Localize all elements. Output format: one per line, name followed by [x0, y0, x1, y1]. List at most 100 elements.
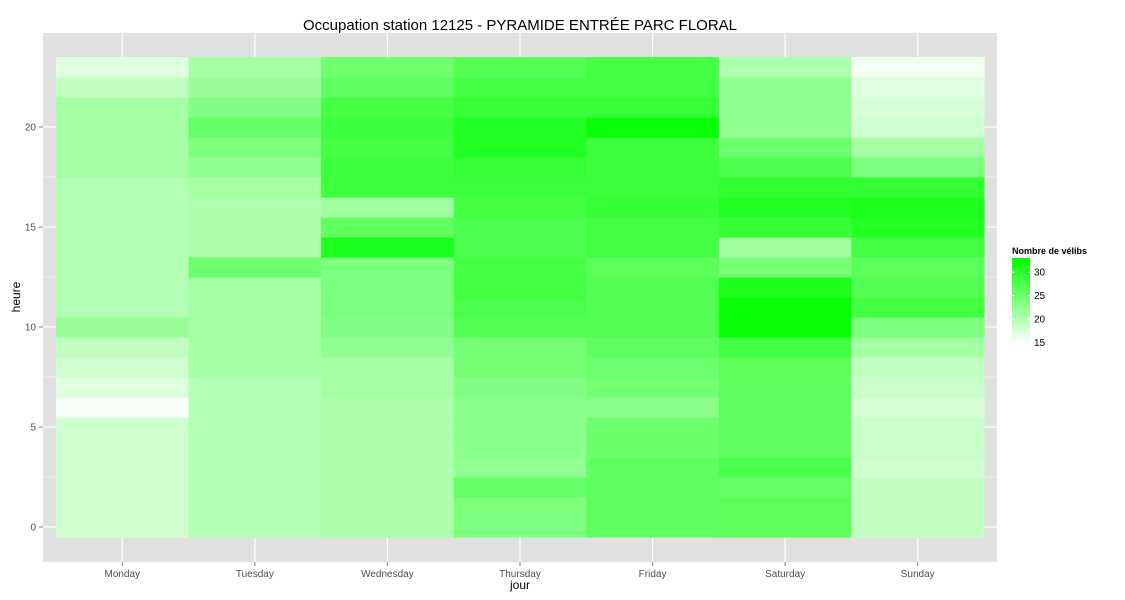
heatmap-tile: [453, 57, 587, 78]
heatmap-tile: [321, 477, 455, 498]
heatmap-tile: [56, 97, 190, 118]
heatmap-tile: [851, 177, 985, 198]
heatmap-tile: [586, 417, 720, 438]
heatmap-tile: [453, 257, 587, 278]
heatmap-tile: [453, 337, 587, 358]
heatmap-tile: [453, 297, 587, 318]
heatmap-tile: [718, 437, 853, 458]
chart-title: Occupation station 12125 - PYRAMIDE ENTR…: [303, 17, 737, 34]
x-axis-title: jour: [509, 578, 530, 592]
heatmap-tile: [56, 417, 190, 438]
heatmap-tile: [718, 277, 853, 298]
heatmap-tile: [851, 157, 985, 178]
heatmap-tile: [321, 177, 455, 198]
heatmap-tile: [188, 457, 322, 478]
heatmap-tile: [188, 337, 322, 358]
heatmap-tile: [586, 217, 720, 238]
heatmap-tile: [321, 137, 455, 158]
color-legend: Nombre de vélibs 15 20 25 30: [1012, 246, 1087, 349]
heatmap-tile: [718, 237, 853, 258]
heatmap-tile: [453, 357, 587, 378]
heatmap-tile: [718, 157, 853, 178]
heatmap-tile: [851, 317, 985, 338]
heatmap-tile: [586, 497, 720, 518]
heatmap-tile: [56, 77, 190, 98]
x-tick-label: Sunday: [901, 569, 935, 580]
heatmap-tile: [718, 257, 853, 278]
heatmap-tile: [321, 397, 455, 418]
heatmap-tile: [851, 497, 985, 518]
heatmap-tile: [718, 217, 853, 238]
heatmap-tile: [56, 57, 190, 78]
heatmap-tile: [586, 77, 720, 98]
x-tick-label: Friday: [639, 569, 667, 580]
heatmap-tile: [56, 377, 190, 398]
heatmap-tile: [453, 137, 587, 158]
heatmap-tile: [321, 157, 455, 178]
heatmap-tile: [321, 417, 455, 438]
y-axis-title: heure: [9, 281, 23, 312]
heatmap-tile: [586, 397, 720, 418]
heatmap-tile: [321, 517, 455, 538]
heatmap-tile: [321, 257, 455, 278]
heatmap-tile: [188, 77, 322, 98]
heatmap-tile: [851, 457, 985, 478]
heatmap-tile: [851, 57, 985, 78]
heatmap-tile: [188, 197, 322, 218]
heatmap-tile: [188, 97, 322, 118]
heatmap-tile: [586, 457, 720, 478]
heatmap-tile: [188, 417, 322, 438]
heatmap-tile: [453, 157, 587, 178]
heatmap-tile: [56, 257, 190, 278]
heatmap-tile: [321, 497, 455, 518]
heatmap-tile: [851, 117, 985, 138]
legend-color-bar: [1012, 258, 1030, 345]
heatmap-tile: [321, 277, 455, 298]
heatmap-tile: [718, 177, 853, 198]
heatmap-tile: [56, 137, 190, 158]
heatmap-tile: [718, 117, 853, 138]
heatmap-tile: [453, 217, 587, 238]
heatmap-tile: [718, 477, 853, 498]
heatmap-tile: [851, 237, 985, 258]
heatmap-tile: [188, 117, 322, 138]
heatmap-tile: [851, 217, 985, 238]
heatmap-tile: [188, 57, 322, 78]
heatmap-tile: [321, 237, 455, 258]
y-axis-ticks: 0 5 10 15 20: [25, 123, 43, 534]
x-tick-label: Saturday: [765, 569, 805, 580]
heatmap-tile: [56, 357, 190, 378]
heatmap-tile: [453, 77, 587, 98]
legend-ticks: 15 20 25 30: [1012, 268, 1046, 349]
heatmap-tile: [56, 337, 190, 358]
legend-tick-label: 25: [1034, 291, 1046, 302]
heatmap-tile: [453, 457, 587, 478]
heatmap-tile: [851, 77, 985, 98]
heatmap-tile: [586, 97, 720, 118]
heatmap-tile: [56, 437, 190, 458]
heatmap-tile: [56, 317, 190, 338]
heatmap-tile: [586, 257, 720, 278]
heatmap-tile: [188, 517, 322, 538]
heatmap-tile: [56, 277, 190, 298]
y-tick-label: 10: [25, 323, 37, 334]
heatmap-tile: [56, 117, 190, 138]
heatmap-tile: [56, 177, 190, 198]
heatmap-tile: [321, 117, 455, 138]
heatmap-tile: [453, 277, 587, 298]
heatmap-tile: [718, 77, 853, 98]
heatmap-tile: [321, 77, 455, 98]
heatmap-tile: [718, 517, 853, 538]
heatmap-tile: [851, 477, 985, 498]
x-axis-ticks: Monday Tuesday Wednesday Thursday Friday Satu…: [104, 562, 935, 580]
heatmap-tile: [188, 237, 322, 258]
heatmap-tile: [188, 397, 322, 418]
heatmap-tile: [188, 157, 322, 178]
heatmap-tile: [56, 297, 190, 318]
heatmap-tile: [851, 137, 985, 158]
heatmap-tile: [56, 157, 190, 178]
heatmap-tile: [586, 337, 720, 358]
y-tick-label: 0: [30, 523, 36, 534]
heatmap-tile: [321, 377, 455, 398]
heatmap-tile: [188, 217, 322, 238]
